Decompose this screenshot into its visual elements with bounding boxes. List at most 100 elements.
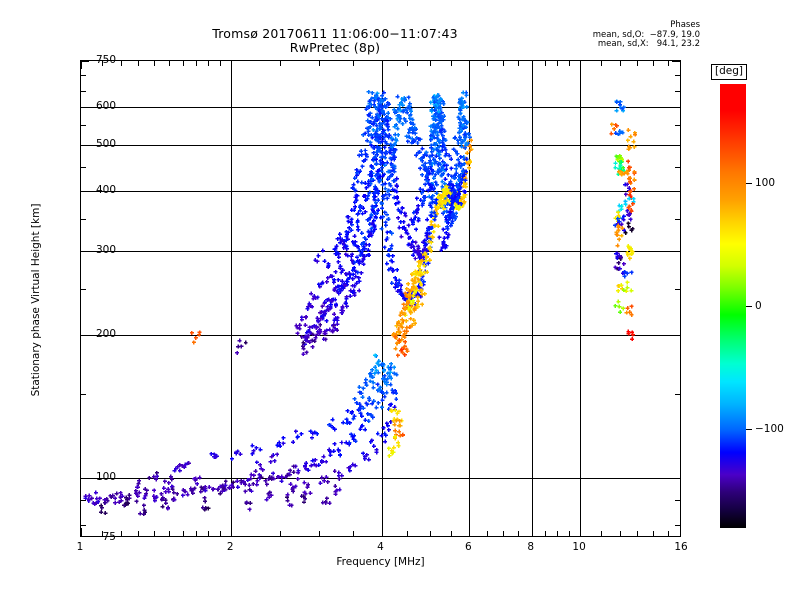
colorbar <box>720 84 746 528</box>
gridline-horizontal <box>81 191 680 192</box>
y-tick-label: 200 <box>95 327 116 340</box>
axis-tick <box>81 478 89 479</box>
axis-tick <box>469 61 470 69</box>
axis-tick <box>208 531 209 536</box>
axis-tick <box>675 125 680 126</box>
x-tick-label: 2 <box>226 541 234 553</box>
axis-tick <box>653 531 654 536</box>
x-tick-label: 10 <box>572 541 586 553</box>
colorbar-tick <box>746 429 752 430</box>
axis-tick <box>580 61 581 69</box>
colorbar-tick <box>746 183 752 184</box>
colorbar-tick-label: 100 <box>755 177 776 189</box>
gridline-vertical <box>231 61 232 536</box>
y-tick-label: 750 <box>95 54 116 66</box>
axis-tick <box>196 61 197 66</box>
axis-tick <box>208 61 209 66</box>
x-axis-title: Frequency [MHz] <box>336 556 425 568</box>
axis-tick <box>503 531 504 536</box>
gridline-vertical <box>532 61 533 536</box>
y-axis-title: Stationary phase Virtual Height [km] <box>30 203 42 397</box>
axis-tick <box>81 251 89 252</box>
axis-tick <box>382 528 383 536</box>
axis-tick <box>469 528 470 536</box>
axis-tick <box>532 528 533 536</box>
axis-tick <box>81 500 86 501</box>
axis-tick <box>518 61 519 66</box>
axis-tick <box>81 107 89 108</box>
axis-tick <box>169 531 170 536</box>
axis-tick <box>569 61 570 66</box>
axis-tick <box>503 61 504 66</box>
axis-tick <box>138 61 139 66</box>
axis-tick <box>451 61 452 66</box>
axis-tick <box>183 531 184 536</box>
axis-tick <box>102 531 103 536</box>
axis-tick <box>220 61 221 66</box>
axis-tick <box>557 531 558 536</box>
axis-tick <box>601 61 602 66</box>
axis-tick <box>675 525 680 526</box>
axis-tick <box>675 394 680 395</box>
gridline-horizontal <box>81 478 680 479</box>
axis-tick <box>81 219 86 220</box>
axis-tick <box>675 167 680 168</box>
y-axis-title-wrapper: Stationary phase Virtual Height [km] <box>30 0 42 600</box>
y-tick-label: 600 <box>95 100 116 113</box>
axis-tick <box>183 61 184 66</box>
plot-clip <box>81 61 680 536</box>
axis-tick <box>231 61 232 69</box>
phase-statistics-o-mode: mean, sd,O: −87.9, 19.0 <box>592 29 700 40</box>
axis-tick <box>121 61 122 66</box>
gridline-horizontal <box>81 335 680 336</box>
axis-tick <box>407 61 408 66</box>
axis-tick <box>672 251 680 252</box>
axis-tick <box>138 531 139 536</box>
axis-tick <box>557 61 558 66</box>
axis-tick <box>653 61 654 66</box>
axis-tick <box>675 289 680 290</box>
axis-tick <box>675 500 680 501</box>
colorbar-tick <box>746 306 752 307</box>
axis-tick <box>487 61 488 66</box>
axis-tick <box>569 531 570 536</box>
colorbar-tick-label: 0 <box>755 300 762 312</box>
axis-tick <box>545 61 546 66</box>
axis-tick <box>81 91 86 92</box>
axis-tick <box>430 531 431 536</box>
axis-tick <box>196 531 197 536</box>
gridline-vertical <box>580 61 581 536</box>
axis-tick <box>81 145 89 146</box>
gridline-horizontal <box>81 251 680 252</box>
axis-tick <box>672 191 680 192</box>
phase-statistics-header: Phases <box>670 20 700 30</box>
axis-tick <box>81 525 86 526</box>
axis-tick <box>102 61 103 66</box>
figure-title-line1: Tromsø 20170611 11:06:00−11:07:43 <box>212 26 458 41</box>
axis-tick <box>280 61 281 66</box>
colorbar-unit-label: [deg] <box>711 64 747 80</box>
axis-tick <box>518 531 519 536</box>
axis-tick <box>532 61 533 69</box>
colorbar-gradient <box>720 84 746 528</box>
axis-tick <box>487 531 488 536</box>
scatter-points <box>83 89 638 517</box>
axis-tick <box>154 61 155 66</box>
axis-tick <box>675 91 680 92</box>
plot-area <box>80 60 681 537</box>
axis-tick <box>81 61 82 69</box>
axis-tick <box>672 335 680 336</box>
axis-tick <box>81 528 82 536</box>
axis-tick <box>231 528 232 536</box>
x-tick-label: 4 <box>377 541 384 553</box>
axis-tick <box>668 531 669 536</box>
x-tick-label: 16 <box>674 541 688 553</box>
axis-tick <box>81 61 89 62</box>
axis-tick <box>81 335 89 336</box>
axis-tick <box>220 531 221 536</box>
x-tick-label: 6 <box>465 541 472 553</box>
axis-tick <box>580 528 581 536</box>
phase-statistics-x-mode: mean, sd,X: 94.1, 23.2 <box>597 39 700 50</box>
axis-tick <box>81 125 86 126</box>
